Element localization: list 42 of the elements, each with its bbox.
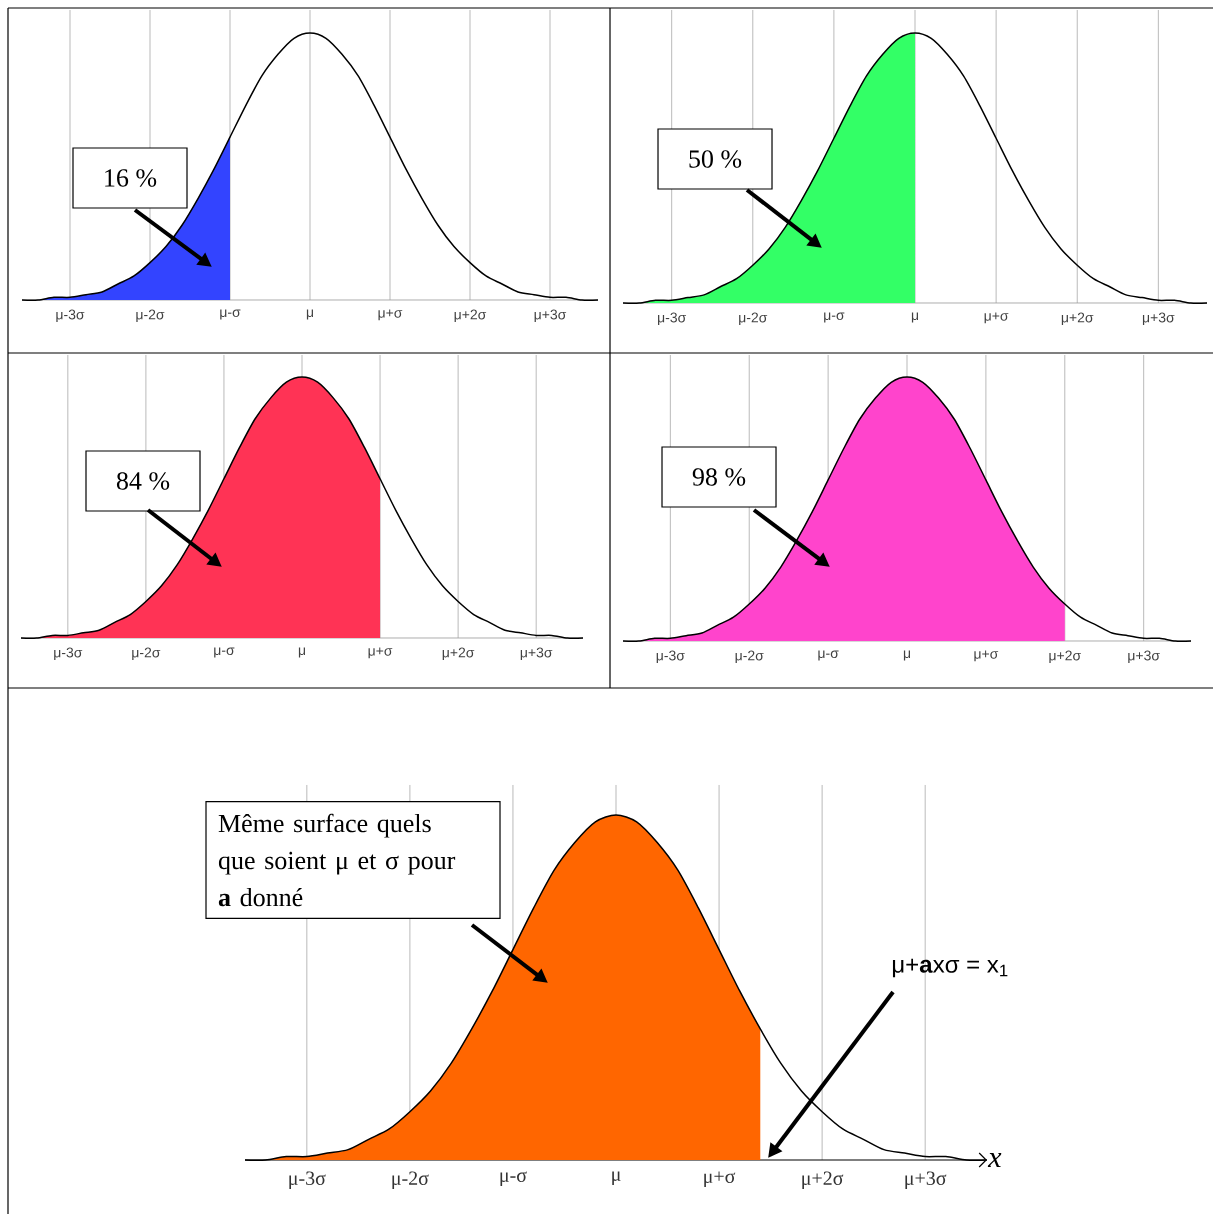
x-tick-label: μ+σ [984,312,1009,324]
x-tick-label: μ-2σ [735,650,764,663]
x-tick-label: μ [306,309,314,320]
x-tick-label: μ [612,1171,621,1185]
x-tick-label: μ-3σ [656,650,685,663]
x-tick-label: μ+3σ [534,309,567,322]
annotation: 98 % [692,468,746,486]
x-tick-label: μ-σ [220,309,241,320]
x-tick-label: μ [903,650,911,661]
annotation: μ+axσ = x$_{1}$ [892,958,1008,978]
annotation: Même surface quels que soient μ et σ pour a donné [218,813,456,907]
annotation: 84 % [116,472,170,490]
x-tick-label: μ-σ [500,1171,527,1187]
x-tick-label: μ+2σ [454,309,487,322]
x-tick-label: μ+2σ [1061,312,1094,325]
x-tick-label: μ+2σ [442,647,475,660]
x-tick-label: μ+3σ [1142,312,1175,325]
x-tick-label: μ-2σ [132,647,161,660]
annotation: 50 % [689,150,742,168]
x-tick-label: μ-σ [818,650,839,661]
x-tick-label: μ+σ [378,309,403,321]
x-tick-label: μ+3σ [905,1171,947,1190]
x-tick-label: μ-σ [824,312,845,323]
x-tick-label: μ-2σ [136,309,165,322]
x-axis-title: x [987,1153,1002,1167]
x-tick-label: μ-3σ [56,309,85,322]
x-tick-label: μ+2σ [1049,650,1081,663]
x-tick-label: μ-2σ [739,312,768,325]
x-tick-label: μ [911,312,919,323]
x-tick-label: μ+2σ [802,1171,844,1190]
x-tick-label: μ-σ [214,647,235,658]
x-tick-label: μ [298,647,306,658]
x-tick-label: μ+σ [704,1171,736,1188]
x-tick-label: μ+3σ [1128,650,1160,663]
annotation: 16 % [105,169,157,187]
x-tick-label: μ-3σ [658,312,687,325]
x-tick-label: μ-2σ [392,1171,429,1190]
x-tick-label: μ-3σ [54,647,83,660]
x-tick-label: μ+σ [368,647,393,659]
x-tick-label: μ+σ [974,650,999,662]
x-tick-label: μ-3σ [289,1171,326,1190]
x-tick-label: μ+3σ [520,647,553,660]
